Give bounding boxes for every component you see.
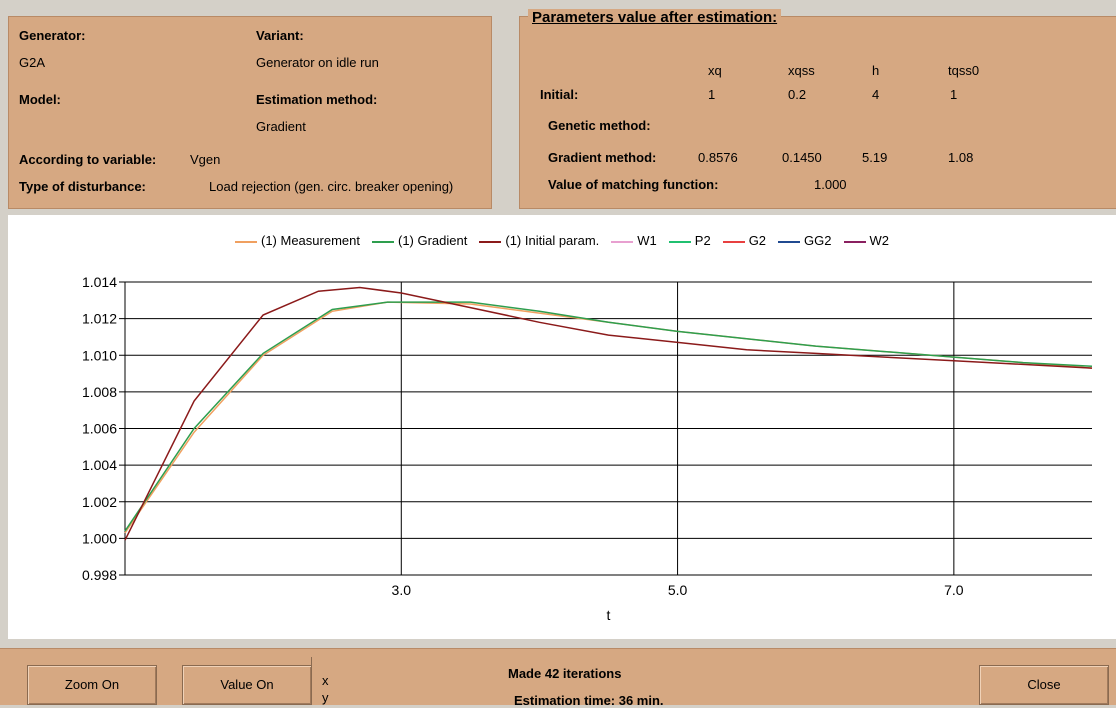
series-line-0 (124, 301, 1093, 534)
estimation-method-label: Estimation method: (256, 92, 378, 107)
variable-value: Vgen (190, 152, 221, 167)
gradient-xqss: 0.1450 (782, 150, 822, 165)
x-tick-label: 5.0 (668, 582, 688, 598)
estimation-time-text: Estimation time: 36 min. (514, 693, 664, 708)
legend-label: P2 (694, 233, 711, 248)
legend-swatch (235, 240, 257, 243)
legend-swatch (843, 240, 866, 243)
legend-label: (1) Initial param. (505, 233, 600, 248)
col-header-xqss: xqss (788, 63, 815, 78)
y-tick-label: 1.010 (82, 347, 117, 363)
x-readout-label: x (322, 673, 329, 688)
series-line-2 (124, 286, 1093, 541)
legend-label: (1) Measurement (261, 233, 360, 248)
genetic-method-label: Genetic method: (548, 118, 651, 133)
info-panel: Generator: G2A Variant: Generator on idl… (8, 16, 492, 209)
legend-item: (1) Gradient (371, 233, 468, 248)
legend-item: (1) Initial param. (479, 233, 599, 248)
y-tick-label: 1.008 (82, 384, 117, 400)
x-tick-label: 3.0 (392, 582, 412, 598)
matching-function-value: 1.000 (814, 177, 847, 192)
legend-swatch (778, 240, 801, 243)
legend-item: GG2 (778, 233, 832, 248)
value-on-button[interactable]: Value On (182, 665, 312, 705)
y-tick-label: 0.998 (82, 567, 117, 583)
legend-item: (1) Measurement (235, 233, 360, 248)
chart-area: (1) Measurement (1) Gradient (1) Initial p… (8, 215, 1116, 639)
initial-xq: 1 (708, 87, 716, 102)
close-button[interactable]: Close (979, 665, 1109, 705)
col-header-xq: xq (708, 63, 722, 78)
legend-item: P2 (668, 233, 711, 248)
gradient-tqss0: 1.08 (948, 150, 974, 165)
legend-swatch (479, 240, 502, 243)
variant-label: Variant: (256, 28, 304, 43)
variable-label: According to variable: (19, 152, 157, 167)
model-label: Model: (19, 92, 61, 107)
initial-h: 4 (872, 87, 880, 102)
disturbance-value: Load rejection (gen. circ. breaker openi… (209, 179, 454, 194)
legend-item: W1 (611, 233, 657, 248)
initial-label: Initial: (540, 87, 579, 102)
y-tick-label: 1.000 (82, 530, 117, 546)
y-readout-label: y (322, 690, 329, 705)
bottom-toolbar: Zoom On Value On x y Made 42 iterations … (0, 648, 1116, 708)
legend-item: W2 (843, 233, 890, 248)
y-tick-label: 1.012 (82, 311, 117, 327)
y-tick-label: 1.014 (82, 274, 117, 290)
zoom-on-button[interactable]: Zoom On (27, 665, 157, 705)
legend-swatch (371, 240, 394, 243)
col-header-h: h (872, 63, 880, 78)
disturbance-label: Type of disturbance: (19, 179, 146, 194)
chart-legend: (1) Measurement (1) Gradient (1) Initial p… (8, 233, 1116, 248)
legend-label: GG2 (804, 233, 832, 248)
initial-xqss: 0.2 (788, 87, 807, 102)
legend-item: G2 (722, 233, 767, 248)
legend-swatch (722, 240, 745, 243)
gradient-xq: 0.8576 (698, 150, 738, 165)
chart-svg: 1.014 1.012 1.010 1.008 1.006 1.004 1.002 1.000… (82, 274, 1093, 623)
col-header-tqss0: tqss0 (948, 63, 980, 78)
legend-swatch (668, 240, 691, 243)
variant-value: Generator on idle run (256, 55, 379, 70)
initial-tqss0: 1 (950, 87, 958, 102)
legend-label: W1 (637, 233, 657, 248)
legend-label: G2 (748, 233, 767, 248)
estimation-method-value: Gradient (256, 119, 306, 134)
y-tick-label: 1.006 (82, 421, 117, 437)
x-axis-label: t (607, 607, 611, 623)
legend-swatch (611, 240, 634, 243)
gradient-method-label: Gradient method: (548, 150, 657, 165)
parameters-panel: Parameters value after estimation: xq xq… (519, 9, 1116, 209)
generator-label: Generator: (19, 28, 86, 43)
legend-label: W2 (869, 233, 890, 248)
matching-function-label: Value of matching function: (548, 177, 719, 192)
legend-label: (1) Gradient (397, 233, 468, 248)
readout-separator (311, 657, 312, 705)
series-line-1 (124, 301, 1093, 532)
x-tick-label: 7.0 (944, 582, 964, 598)
gradient-h: 5.19 (862, 150, 888, 165)
y-tick-label: 1.004 (82, 457, 117, 473)
generator-value: G2A (19, 55, 46, 70)
iterations-text: Made 42 iterations (508, 666, 622, 681)
y-tick-label: 1.002 (82, 494, 117, 510)
parameters-title: Parameters value after estimation: (528, 9, 782, 26)
